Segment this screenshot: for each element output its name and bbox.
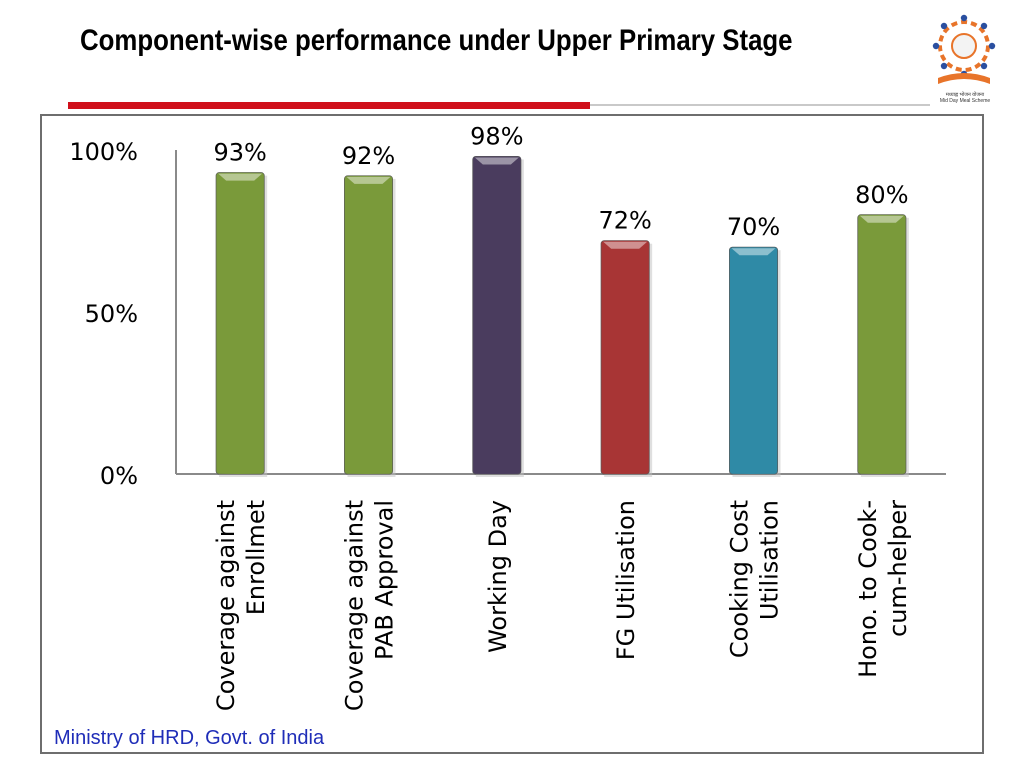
footer-credit: Ministry of HRD, Govt. of India bbox=[54, 727, 325, 749]
bar-cap bbox=[859, 215, 904, 223]
y-tick-label: 100% bbox=[69, 138, 138, 166]
x-tick-label-line: FG Utilisation bbox=[612, 500, 640, 660]
x-tick-label-line: Hono. to Cook- bbox=[854, 500, 882, 678]
title-underline-red bbox=[68, 102, 590, 109]
bar-cap bbox=[474, 157, 519, 165]
x-tick-label: Cooking Cost Utilisation bbox=[726, 500, 784, 658]
page-title: Component-wise performance under Upper P… bbox=[80, 24, 793, 57]
x-tick-label: Coverage against PAB Approval bbox=[341, 500, 399, 711]
bar-cap bbox=[603, 241, 648, 249]
y-tick-label: 50% bbox=[85, 300, 138, 328]
bar-highlight bbox=[729, 247, 778, 474]
title-underline-gray bbox=[590, 104, 930, 106]
x-tick-label-line: Utilisation bbox=[756, 500, 784, 620]
x-tick-label-line: Coverage against bbox=[341, 500, 369, 711]
data-label: 70% bbox=[727, 213, 780, 241]
y-tick-label: 0% bbox=[100, 462, 138, 490]
chart-frame bbox=[40, 114, 984, 754]
x-tick-label-line: cum-helper bbox=[884, 500, 912, 637]
data-label: 92% bbox=[342, 142, 395, 170]
bar-highlight bbox=[857, 214, 906, 475]
x-tick-label-line: Working Day bbox=[484, 500, 512, 653]
logo-caption-english: Mid Day Meal Scheme bbox=[939, 98, 991, 104]
data-label: 93% bbox=[213, 139, 266, 167]
x-tick-label-line: Enrollmet bbox=[242, 500, 270, 615]
data-label: 80% bbox=[855, 181, 908, 209]
x-tick-label-line: Coverage against bbox=[212, 500, 240, 711]
data-label: 98% bbox=[470, 122, 523, 150]
logo-caption: मध्याह्न भोजन योजना Mid Day Meal Scheme bbox=[930, 92, 1000, 104]
x-tick-label: FG Utilisation bbox=[612, 500, 640, 660]
bar-highlight bbox=[472, 156, 521, 475]
bar-cap bbox=[731, 248, 776, 256]
mid-day-meal-logo-icon bbox=[932, 14, 996, 84]
x-tick-label-line: Cooking Cost bbox=[726, 500, 754, 658]
bar-cap bbox=[218, 173, 263, 181]
bar-highlight bbox=[344, 175, 393, 475]
logo-caption-hindi: मध्याह्न भोजन योजना bbox=[945, 92, 985, 98]
x-tick-label: Coverage against Enrollmet bbox=[212, 500, 270, 711]
bar-cap bbox=[346, 176, 391, 184]
x-tick-label: Hono. to Cook-cum-helper bbox=[854, 500, 912, 678]
data-label: 72% bbox=[598, 207, 651, 235]
bar-highlight bbox=[601, 240, 650, 474]
x-tick-label-line: PAB Approval bbox=[371, 500, 399, 660]
bar-highlight bbox=[216, 172, 265, 474]
x-tick-label: Working Day bbox=[484, 500, 512, 653]
